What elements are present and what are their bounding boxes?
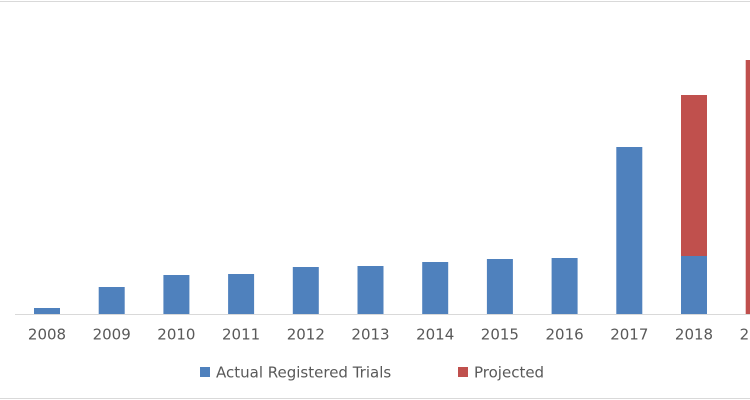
bar xyxy=(422,262,449,314)
bar xyxy=(357,266,384,314)
legend-label: Projected xyxy=(474,364,544,382)
bar xyxy=(745,60,750,314)
bar xyxy=(681,256,707,314)
x-tick-label: 2010 xyxy=(157,326,195,344)
x-tick-label: 2019 xyxy=(740,326,750,344)
x-tick-label: 2017 xyxy=(610,326,648,344)
bar xyxy=(228,274,255,314)
x-tick-label: 2012 xyxy=(287,326,325,344)
bar xyxy=(98,287,125,314)
legend-label: Actual Registered Trials xyxy=(216,364,391,382)
x-tick-label: 2018 xyxy=(675,326,713,344)
bar xyxy=(681,95,707,256)
x-tick-label: 2016 xyxy=(546,326,584,344)
bar xyxy=(163,275,190,314)
x-tick-label: 2008 xyxy=(28,326,66,344)
bar xyxy=(34,308,60,314)
x-tick-label: 2011 xyxy=(222,326,260,344)
legend-swatch xyxy=(458,367,468,377)
bar xyxy=(616,147,643,314)
legend-swatch xyxy=(200,367,210,377)
x-tick-label: 2009 xyxy=(93,326,131,344)
x-tick-label: 2014 xyxy=(416,326,454,344)
bar xyxy=(486,259,513,314)
bar xyxy=(292,267,319,314)
x-tick-label: 2013 xyxy=(351,326,389,344)
bar xyxy=(551,258,578,314)
x-tick-label: 2015 xyxy=(481,326,519,344)
